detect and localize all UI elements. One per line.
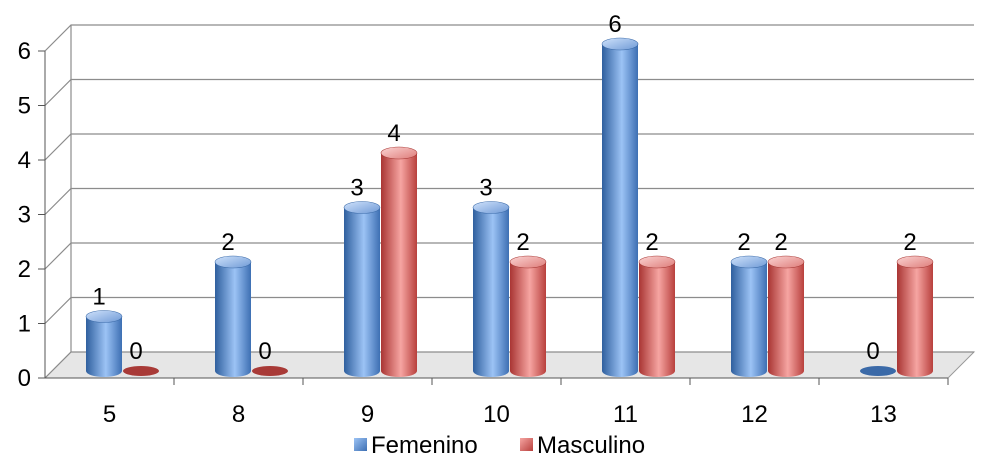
bar-top [472,201,510,214]
x-tick-label: 5 [103,401,116,428]
bar [602,44,638,377]
bar-top [380,146,418,160]
bar [344,207,380,377]
data-label: 2 [774,229,787,256]
legend-label: Masculino [537,432,645,459]
data-label: 2 [903,229,916,256]
bar-zero-disc [860,366,896,376]
gridline [44,133,974,161]
y-tick-label: 5 [18,93,31,120]
gridline [44,187,974,215]
bar-top [601,37,639,51]
plot-bars [85,37,934,377]
x-tick-label: 13 [870,401,897,428]
bar [215,262,251,377]
y-tick-label: 6 [18,38,31,65]
floor-plane [43,351,976,379]
gridline [44,296,974,324]
bar-top [85,310,123,323]
data-label: 3 [479,175,492,202]
gridline [44,24,974,52]
bar [473,207,509,377]
x-tick-label: 9 [361,401,374,428]
x-tick-label: 8 [232,401,245,428]
bar-top [638,255,676,269]
bar-top [343,201,381,214]
data-label: 0 [129,338,142,365]
bar [510,262,546,377]
bar [768,262,804,377]
gridline [44,242,974,270]
plot-gridlines [43,24,976,379]
data-label: 3 [350,175,363,202]
bar-top [767,255,805,269]
data-label: 2 [221,229,234,256]
bar-top [214,255,252,269]
legend-swatch [354,438,367,451]
legend-swatch [520,438,533,451]
bar-top [896,255,934,269]
bar-zero-disc [123,366,159,376]
data-label: 1 [92,284,105,311]
data-label: 2 [516,229,529,256]
y-tick-label: 0 [18,365,31,392]
bar [897,262,933,377]
bar [381,153,417,377]
bar-top [730,255,768,269]
data-label: 2 [645,229,658,256]
legend: Femenino Masculino [354,432,645,459]
data-label: 4 [387,120,400,147]
data-label: 6 [608,11,621,38]
x-tick-label: 10 [483,401,510,428]
x-tick-label: 11 [613,401,638,428]
data-label: 2 [737,229,750,256]
y-tick-label: 4 [18,147,31,174]
bar-top [509,255,547,269]
y-tick-label: 1 [18,311,31,338]
data-label: 0 [258,338,271,365]
bar [731,262,767,377]
gridline [44,78,974,106]
data-label: 0 [866,338,879,365]
x-tick-label: 12 [741,401,768,428]
legend-label: Femenino [371,432,478,459]
y-tick-label: 3 [18,202,31,229]
bar [639,262,675,377]
bar-zero-disc [252,366,288,376]
y-tick-label: 2 [18,256,31,283]
bar [86,316,122,377]
